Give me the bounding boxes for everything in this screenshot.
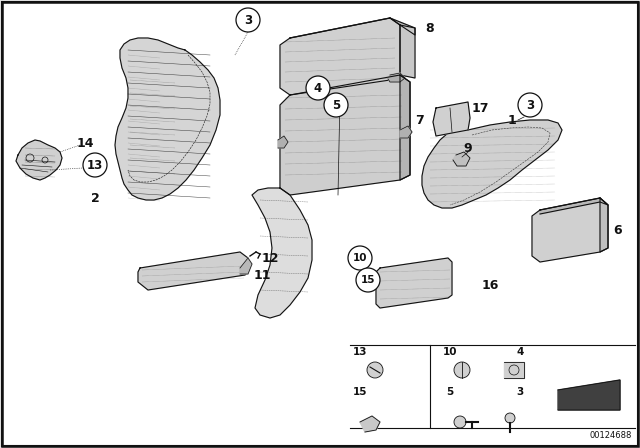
Circle shape — [454, 416, 466, 428]
Text: 13: 13 — [87, 159, 103, 172]
Text: 6: 6 — [614, 224, 622, 237]
Polygon shape — [504, 362, 524, 378]
Text: 15: 15 — [361, 275, 375, 285]
Polygon shape — [290, 18, 415, 38]
Polygon shape — [376, 258, 452, 308]
Text: 4: 4 — [516, 347, 524, 357]
Polygon shape — [600, 198, 608, 252]
Polygon shape — [138, 252, 248, 290]
Circle shape — [306, 76, 330, 100]
Text: 11: 11 — [253, 268, 271, 281]
Polygon shape — [360, 416, 380, 432]
Circle shape — [236, 8, 260, 32]
Text: 3: 3 — [526, 99, 534, 112]
Polygon shape — [558, 380, 620, 410]
Circle shape — [505, 413, 515, 423]
Text: 1: 1 — [508, 113, 516, 126]
Polygon shape — [400, 126, 412, 138]
Polygon shape — [16, 140, 62, 180]
Text: 14: 14 — [76, 137, 93, 150]
Polygon shape — [278, 136, 288, 148]
Circle shape — [518, 93, 542, 117]
Text: 10: 10 — [443, 347, 457, 357]
Text: 13: 13 — [353, 347, 367, 357]
Text: 7: 7 — [415, 113, 424, 126]
Circle shape — [348, 246, 372, 270]
Text: 3: 3 — [516, 387, 524, 397]
Text: 17: 17 — [471, 102, 489, 115]
Text: 4: 4 — [314, 82, 322, 95]
Text: 5: 5 — [332, 99, 340, 112]
Polygon shape — [252, 188, 312, 318]
Circle shape — [367, 362, 383, 378]
Polygon shape — [422, 120, 562, 208]
Polygon shape — [433, 102, 470, 136]
Polygon shape — [280, 18, 400, 95]
Text: 00124688: 00124688 — [589, 431, 632, 440]
Text: 16: 16 — [481, 279, 499, 292]
Text: 5: 5 — [446, 387, 454, 397]
Polygon shape — [388, 73, 405, 82]
Text: 3: 3 — [244, 13, 252, 26]
Polygon shape — [240, 258, 252, 274]
Circle shape — [454, 362, 470, 378]
Polygon shape — [453, 152, 470, 166]
Circle shape — [83, 153, 107, 177]
Circle shape — [356, 268, 380, 292]
Text: 8: 8 — [426, 22, 435, 34]
Polygon shape — [115, 38, 220, 200]
Polygon shape — [280, 75, 410, 195]
Text: 12: 12 — [261, 251, 279, 264]
Polygon shape — [540, 198, 608, 214]
Text: 15: 15 — [353, 387, 367, 397]
Text: 9: 9 — [464, 142, 472, 155]
Polygon shape — [532, 198, 608, 262]
Polygon shape — [400, 25, 415, 78]
Text: 10: 10 — [353, 253, 367, 263]
Polygon shape — [400, 75, 410, 180]
Text: 2: 2 — [91, 191, 99, 204]
Circle shape — [324, 93, 348, 117]
